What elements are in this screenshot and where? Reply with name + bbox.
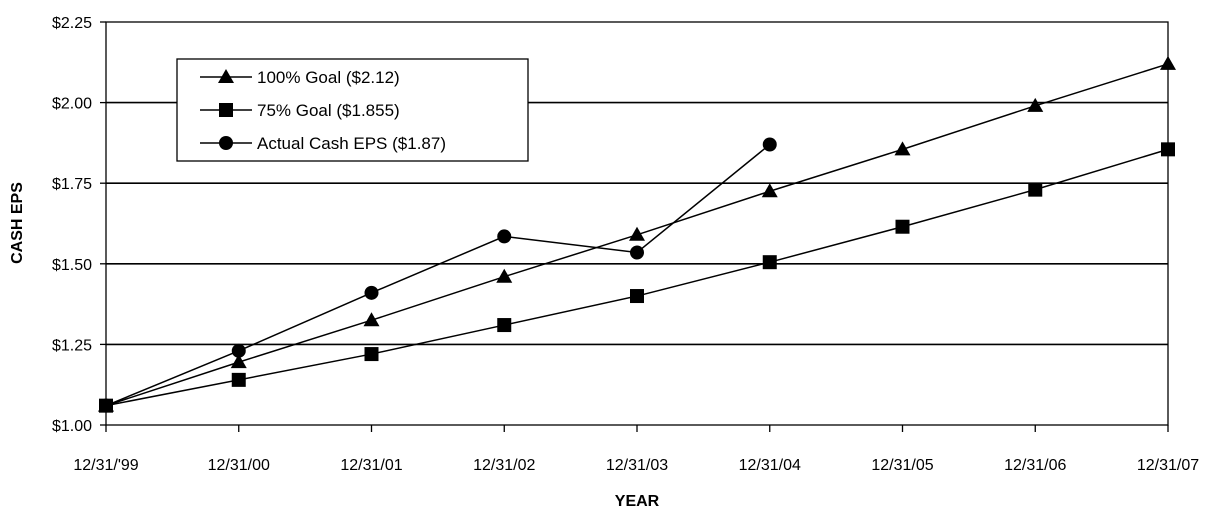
data-point bbox=[629, 226, 645, 241]
data-point bbox=[364, 285, 379, 300]
data-point bbox=[895, 219, 910, 234]
data-point bbox=[762, 255, 777, 270]
legend-label: 100% Goal ($2.12) bbox=[257, 68, 400, 87]
legend-label: 75% Goal ($1.855) bbox=[257, 101, 400, 120]
x-tick-label: 12/31/00 bbox=[208, 457, 270, 474]
y-tick-label: $1.25 bbox=[52, 337, 92, 354]
legend-label: Actual Cash EPS ($1.87) bbox=[257, 134, 446, 153]
x-tick-label: 12/31/05 bbox=[871, 457, 933, 474]
y-axis-title: CASH EPS bbox=[9, 182, 26, 264]
y-tick-label: $1.75 bbox=[52, 176, 92, 193]
x-tick-label: 12/31/01 bbox=[340, 457, 402, 474]
data-point bbox=[99, 398, 113, 413]
legend: 100% Goal ($2.12) 75% Goal ($1.855) Actual… bbox=[176, 58, 529, 162]
data-point bbox=[497, 229, 512, 244]
data-point bbox=[363, 312, 380, 327]
x-axis: 12/31/'99 12/31/00 12/31/01 12/31/02 12/31/0… bbox=[73, 425, 1199, 474]
data-point bbox=[497, 318, 512, 333]
x-tick-label: 12/31/03 bbox=[606, 457, 668, 474]
data-point bbox=[1161, 142, 1175, 157]
y-tick-label: $1.50 bbox=[52, 257, 92, 274]
series-circle bbox=[99, 137, 777, 413]
data-point bbox=[1027, 97, 1044, 112]
y-axis: $1.00 $1.25 $1.50 $1.75 $2.00 $2.25 bbox=[52, 15, 106, 435]
data-point bbox=[1160, 55, 1176, 70]
series-line bbox=[105, 148, 1169, 407]
series-group bbox=[98, 55, 1176, 413]
x-tick-label: 12/31/'99 bbox=[73, 457, 138, 474]
data-point bbox=[231, 372, 246, 387]
x-tick-label: 12/31/04 bbox=[739, 457, 801, 474]
data-point bbox=[231, 343, 246, 358]
data-point bbox=[1028, 182, 1043, 197]
x-axis-title: YEAR bbox=[615, 493, 660, 510]
data-point bbox=[496, 268, 513, 283]
y-tick-label: $1.00 bbox=[52, 418, 92, 435]
data-point bbox=[761, 183, 778, 198]
legend-marker-circle bbox=[219, 136, 233, 150]
legend-marker-square bbox=[219, 103, 233, 117]
x-tick-label: 12/31/07 bbox=[1137, 457, 1199, 474]
data-point bbox=[230, 354, 247, 369]
data-point bbox=[630, 245, 644, 260]
data-point bbox=[894, 141, 911, 156]
y-tick-label: $2.00 bbox=[52, 96, 92, 113]
data-point bbox=[364, 347, 379, 362]
x-tick-label: 12/31/06 bbox=[1004, 457, 1066, 474]
y-tick-label: $2.25 bbox=[52, 15, 92, 32]
data-point bbox=[762, 137, 777, 152]
series-line bbox=[105, 143, 771, 407]
series-square bbox=[99, 142, 1175, 413]
legend-marker-triangle bbox=[218, 69, 234, 83]
x-tick-label: 12/31/02 bbox=[473, 457, 535, 474]
data-point bbox=[630, 289, 644, 304]
